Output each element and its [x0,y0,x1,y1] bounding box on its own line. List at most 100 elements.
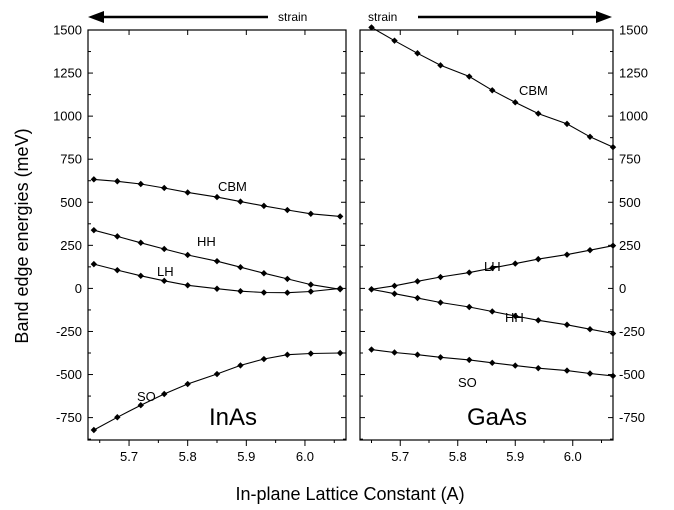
data-point [466,269,473,276]
data-point [213,257,221,265]
data-point [336,213,344,220]
data-point [137,272,144,280]
data-point [184,282,191,289]
data-point [307,281,315,288]
data-point [563,321,571,328]
data-point [161,245,168,253]
data-point [368,286,375,293]
material-label: InAs [209,404,257,431]
data-point [284,351,291,358]
data-point [586,370,594,377]
y-tick-label: 500 [619,195,641,210]
data-point [391,37,398,44]
data-point [161,184,168,192]
panel-gaas: 1500 1250 1000 750 500 250 0 -250 -500 -750 5.7 5.8… [359,10,648,464]
x-tick-label: 5.7 [120,449,138,464]
data-point [414,278,421,285]
x-tick-label: 5.9 [506,449,524,464]
data-point [137,180,144,188]
data-point [391,282,398,290]
x-tick-label: 5.9 [237,449,255,464]
data-point [260,202,268,210]
plot-frame [87,29,347,441]
data-point [184,251,191,259]
data-point [489,308,496,315]
data-point [336,285,344,292]
y-tick-label: 1500 [619,23,648,38]
data-point [563,367,571,374]
data-point [307,210,315,218]
series-lh: LH [90,260,344,296]
data-point [437,299,444,306]
series-so: SO [368,346,617,390]
y-tick-label: 0 [619,281,626,296]
data-point [489,87,496,94]
data-point [586,133,594,141]
y-tick-label: 750 [60,152,82,167]
data-point [213,193,221,201]
y-tick-label: -750 [619,410,645,425]
data-point [535,364,542,372]
data-point [437,354,444,361]
y-tick-label: 1250 [619,66,648,81]
data-point [90,260,98,268]
data-point [586,246,594,254]
y-tick-label: 1250 [53,66,82,81]
data-point [307,288,315,295]
series-label: CBM [519,83,548,98]
y-tick-label: -500 [619,367,645,382]
data-point [161,390,168,398]
data-point [284,206,291,214]
y-tick-label: -500 [56,367,82,382]
strain-arrowhead [596,11,612,23]
data-point [586,326,594,333]
series-label: CBM [218,179,247,194]
x-tick-label: 5.7 [391,449,409,464]
data-point [284,289,291,296]
strain-arrow: strain [368,10,612,24]
y-tick-label: 0 [75,281,82,296]
y-tick-label: -250 [619,324,645,339]
data-point [260,270,268,277]
data-point [535,255,542,263]
data-point [213,370,221,378]
data-point [466,303,473,311]
strain-label: strain [368,10,397,24]
data-point [609,143,617,151]
y-tick-label: 750 [619,152,641,167]
material-label: GaAs [467,404,527,431]
strain-arrowhead [88,11,104,23]
y-tick-label: 250 [619,238,641,253]
x-tick-label: 5.8 [179,449,197,464]
data-point [184,189,191,196]
data-point [414,351,421,358]
data-point [489,264,496,272]
plot-frame [359,29,614,441]
data-point [414,294,421,302]
strain-label: strain [278,10,307,24]
data-point [237,287,244,295]
series-so: SO [90,349,344,434]
data-point [512,99,519,106]
series-cbm: CBM [368,24,617,151]
data-point [512,260,519,267]
data-point [391,349,398,356]
strain-arrow: strain [88,10,307,24]
data-point [184,380,191,388]
series-hh: HH [90,226,344,293]
data-point [489,359,496,367]
y-tick-label: 1500 [53,23,82,38]
data-point [563,251,571,258]
data-point [466,356,473,364]
data-point [609,330,617,337]
data-point [609,242,617,249]
data-point [260,289,268,296]
data-point [414,50,421,57]
data-point [609,372,617,380]
data-point [90,426,98,434]
y-tick-label: 250 [60,238,82,253]
data-point [535,317,542,324]
data-point [284,275,291,283]
x-tick-label: 6.0 [564,449,582,464]
